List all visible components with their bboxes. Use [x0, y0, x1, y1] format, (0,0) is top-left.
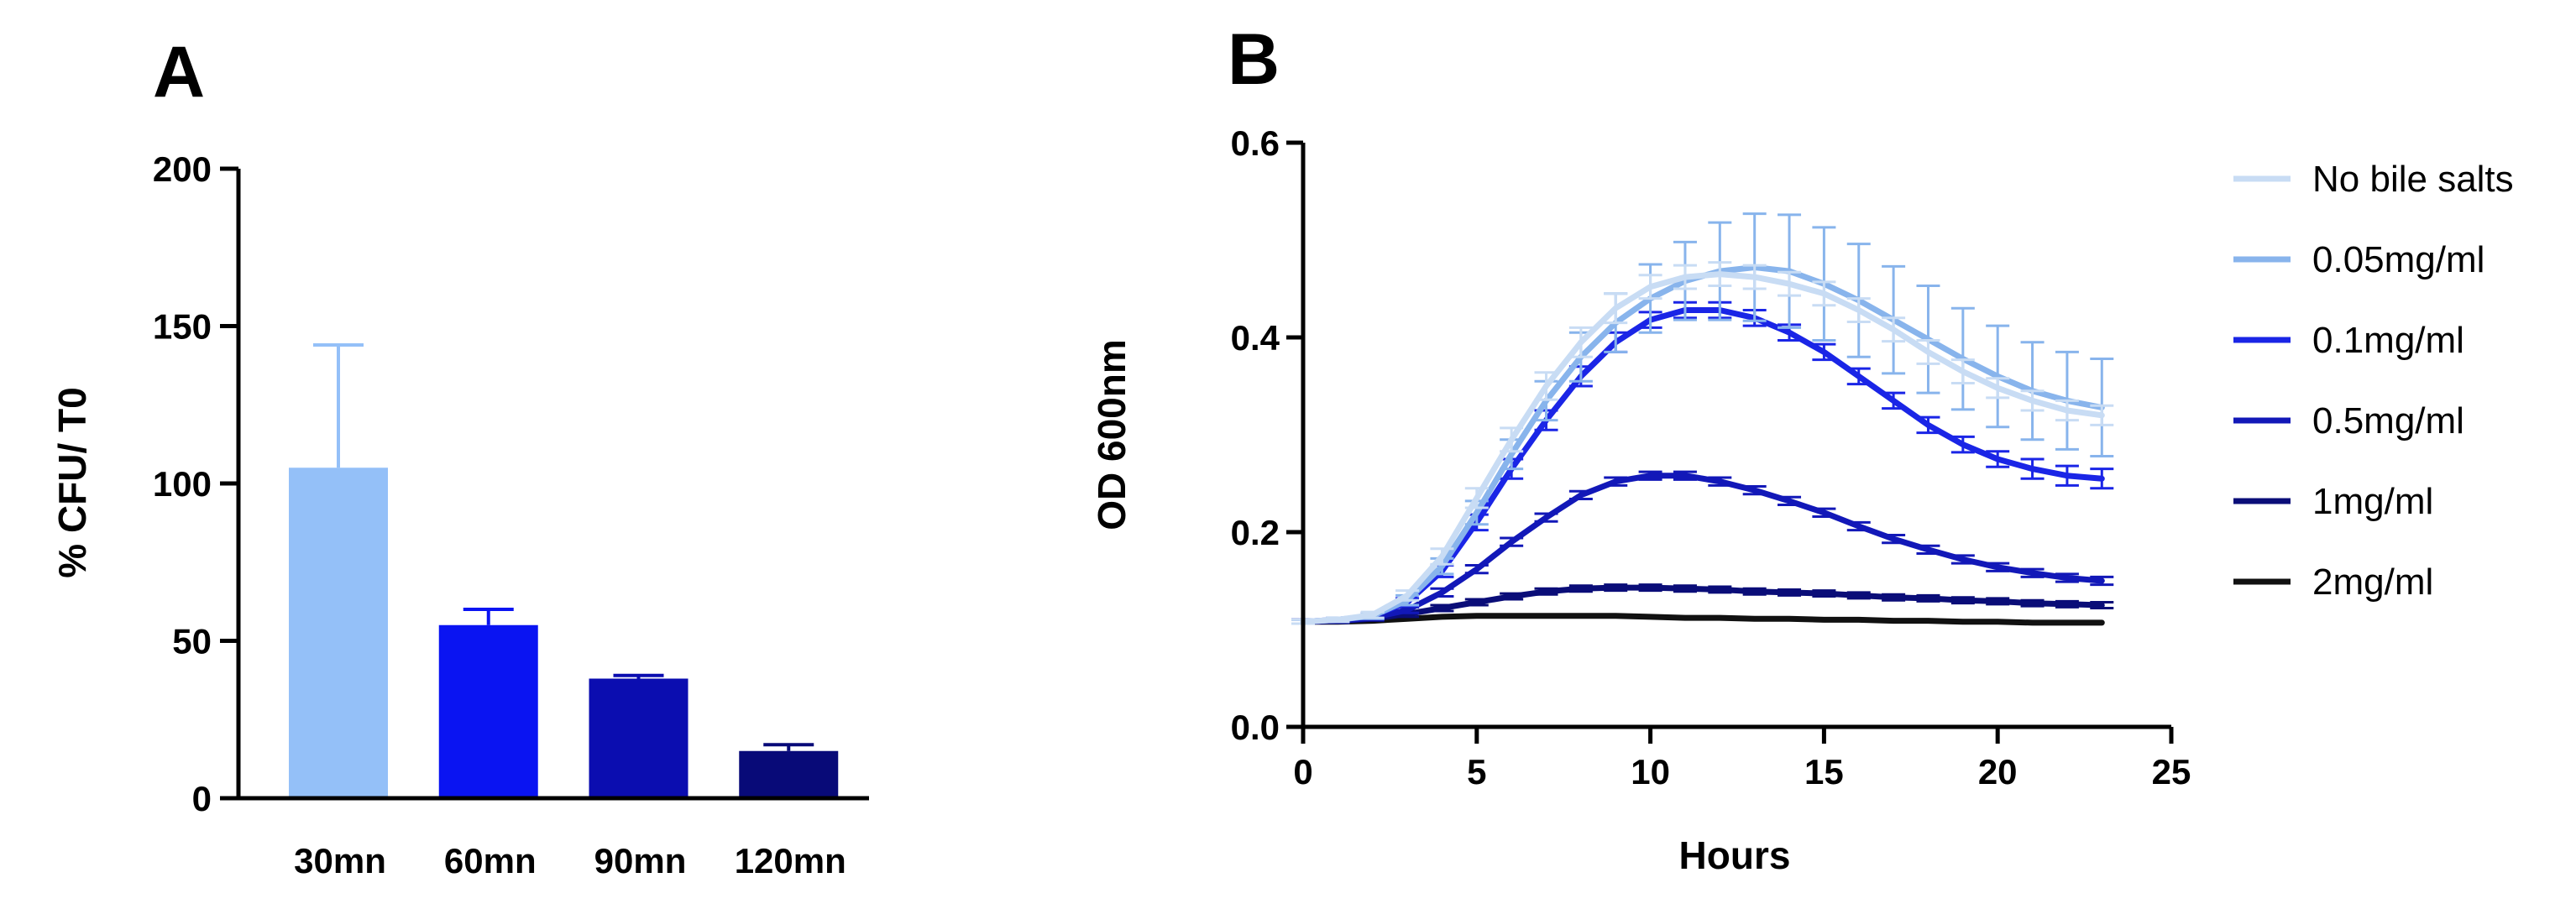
panel-b-series-0.1mg/ml [1291, 300, 2114, 625]
panel-a-bar-120mn [739, 750, 839, 798]
panel-a-bars [289, 468, 839, 798]
panel-a-y-ticks: 0 50 100 150 200 [153, 149, 238, 818]
panel-b-line-0.05mg/ml [1300, 264, 2105, 625]
panel-a-y-tick-label: 0 [192, 779, 212, 818]
panel-b-x-tick-label: 20 [1978, 752, 2018, 791]
panel-b-legend-label: 1mg/ml [2312, 481, 2433, 522]
panel-b-y-tick-label: 0.4 [1231, 318, 1280, 358]
panel-a-bar-60mn [438, 624, 538, 798]
panel-a-x-tick-label: 30mn [294, 841, 386, 880]
panel-b-line-1mg/ml [1300, 584, 2105, 625]
panel-a-y-tick-label: 200 [153, 149, 212, 189]
panel-a-y-tick-label: 50 [172, 622, 212, 661]
panel-b-legend-label: 2mg/ml [2312, 562, 2433, 603]
panel-a-y-tick-label: 150 [153, 307, 212, 347]
panel-a-x-ticks: 30mn 60mn 90mn 120mn [294, 841, 846, 880]
panel-b-series [1291, 212, 2114, 626]
panel-b-legend: No bile salts 0.05mg/ml 0.1mg/ml 0.5mg/ml 1m… [2233, 159, 2514, 603]
panel-b-y-tick-label: 0.0 [1231, 708, 1280, 747]
panel-b-legend-label: No bile salts [2312, 159, 2514, 200]
panel-b-line-0.5mg/ml [1300, 473, 2105, 625]
panel-b-x-tick-label: 25 [2152, 752, 2191, 791]
panel-a-error-bars [313, 343, 814, 751]
panel-b-y-tick-label: 0.2 [1231, 513, 1280, 552]
panel-a-x-tick-label: 90mn [594, 841, 687, 880]
panel-b-letter: B [1228, 19, 1280, 100]
panel-b-legend-label: 0.05mg/ml [2312, 239, 2484, 280]
panel-b-x-axis-title: Hours [1679, 833, 1791, 877]
panel-b-legend-label: 0.1mg/ml [2312, 320, 2464, 361]
panel-b-x-tick-label: 5 [1467, 752, 1486, 791]
panel-b-y-tick-label: 0.6 [1231, 123, 1280, 163]
panel-b-series-2mg/ml [1300, 613, 2105, 626]
panel-b-legend-label: 0.5mg/ml [2312, 400, 2464, 441]
panel-a-y-tick-label: 100 [153, 464, 212, 504]
panel-a-bar-90mn [589, 678, 689, 798]
panel-b-x-ticks: 0 5 10 15 20 25 [1293, 727, 2191, 791]
panel-a-bar-30mn [289, 468, 388, 798]
panel-a: A % CFU/ T0 0 50 100 150 200 30mn 60mn 90mn 120… [50, 32, 869, 880]
panel-a-letter: A [153, 32, 205, 112]
panel-b-y-axis-title: OD 600nm [1090, 339, 1134, 530]
panel-b-series-0.5mg/ml [1291, 470, 2114, 625]
panel-b-line-2mg/ml [1300, 613, 2105, 626]
panel-b-x-tick-label: 10 [1631, 752, 1670, 791]
panel-b-y-ticks: 0.0 0.2 0.4 0.6 [1231, 123, 1303, 747]
panel-b-x-tick-label: 15 [1804, 752, 1844, 791]
panel-b-series-No bile salts [1291, 261, 2114, 625]
panel-b-line-0.1mg/ml [1300, 307, 2105, 625]
panel-b-x-tick-label: 0 [1293, 752, 1312, 791]
panel-a-x-tick-label: 120mn [735, 841, 846, 880]
panel-b-line-No bile salts [1300, 271, 2105, 625]
panel-b: B OD 600nm Hours 0.0 0.2 0.4 0.6 0 5 10 15 20 25… [1090, 19, 2514, 877]
panel-a-y-axis-title: % CFU/ T0 [50, 387, 94, 577]
panel-a-x-tick-label: 60mn [444, 841, 537, 880]
